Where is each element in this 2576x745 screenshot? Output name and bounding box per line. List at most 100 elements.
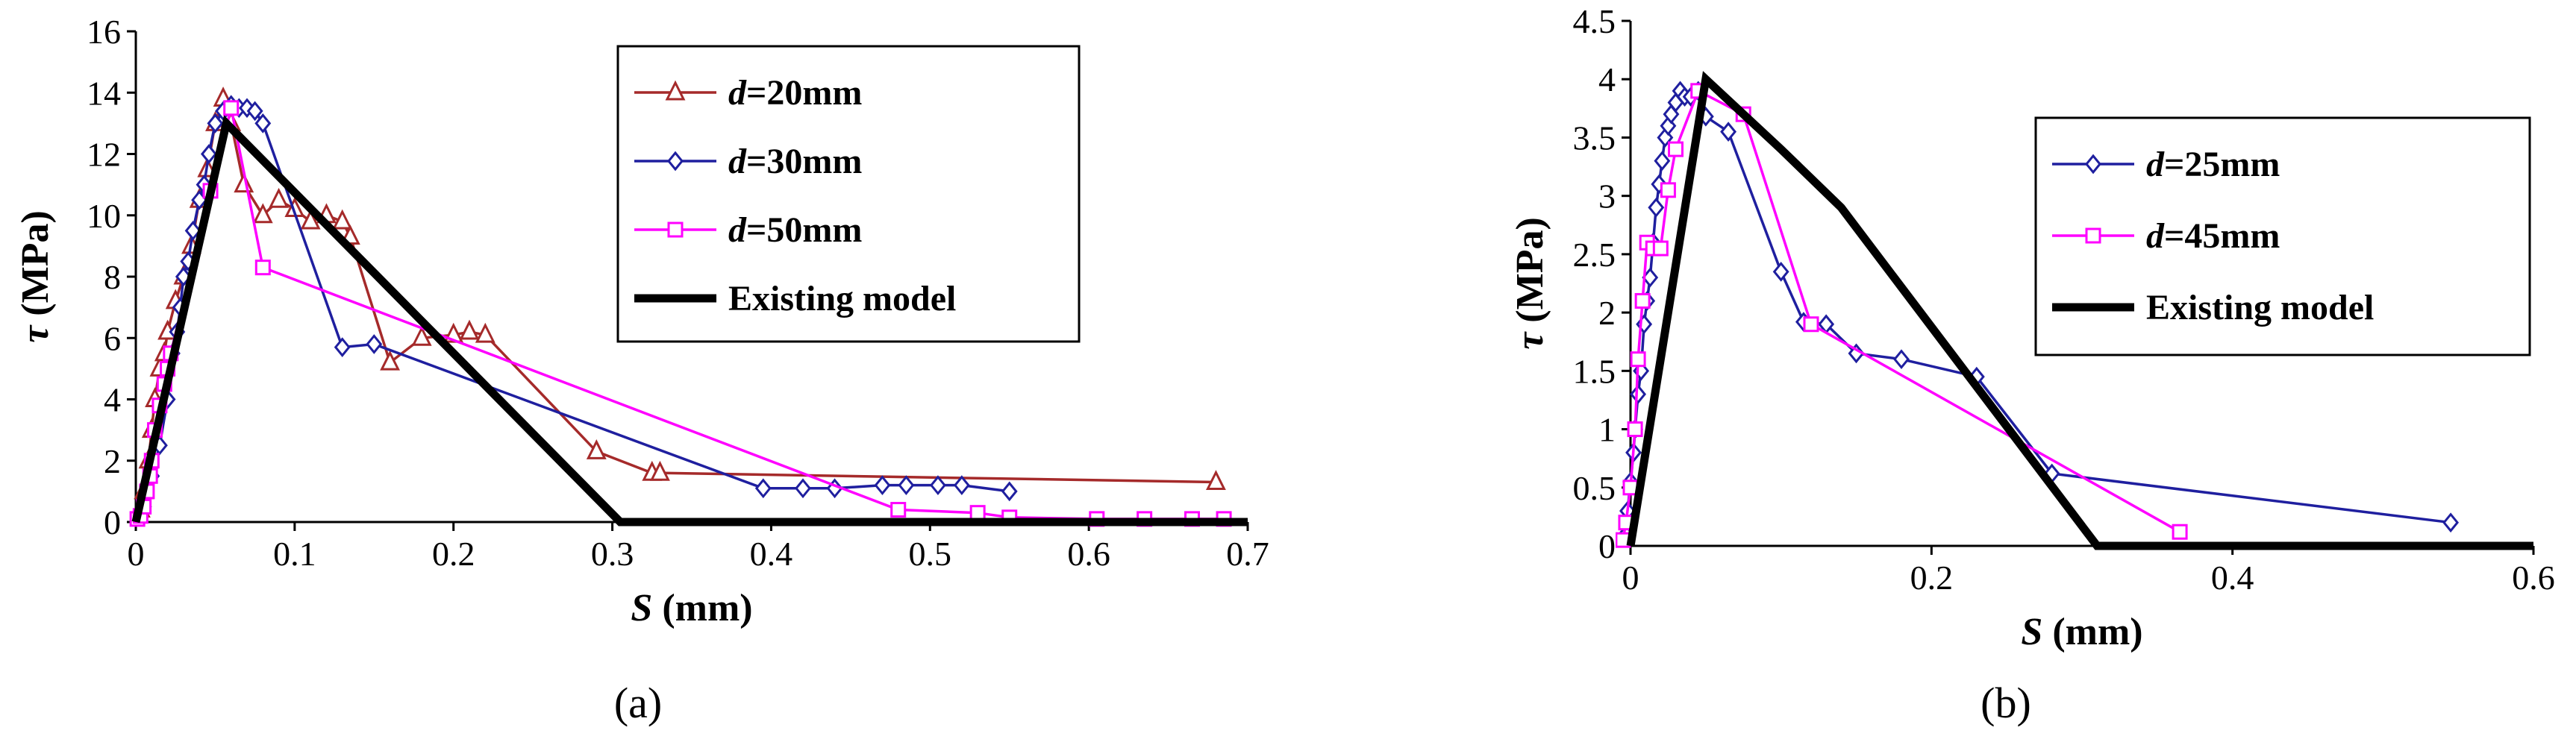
y-tick-label: 6 xyxy=(104,319,121,357)
y-tick-label: 12 xyxy=(87,136,121,174)
y-tick-label: 3.5 xyxy=(1573,119,1616,157)
legend-label-rest: =50mm xyxy=(746,210,862,250)
x-tick-label: 0.6 xyxy=(1067,535,1110,573)
data-point xyxy=(2442,512,2460,533)
y-tick-label: 0 xyxy=(1598,527,1616,565)
data-point xyxy=(246,101,263,122)
y-tick-label: 4 xyxy=(104,381,121,419)
data-point xyxy=(332,209,353,230)
data-point xyxy=(1720,122,1737,142)
y-tick-label: 4.5 xyxy=(1573,2,1616,40)
x-axis-label: S (mm) xyxy=(2021,611,2142,653)
data-point xyxy=(1652,240,1669,257)
data-point xyxy=(252,203,273,224)
x-tick-label: 0.2 xyxy=(432,535,475,573)
data-point xyxy=(223,100,240,116)
legend-label-rest: Existing model xyxy=(2146,288,2374,327)
series-line xyxy=(131,115,1248,526)
data-point xyxy=(586,439,607,459)
y-tick-label: 2 xyxy=(104,442,121,480)
y-tick-label: 16 xyxy=(87,13,121,51)
series-existing-model xyxy=(131,115,1248,526)
legend-label-rest: =30mm xyxy=(746,142,862,181)
panel-caption: (b) xyxy=(1981,679,2031,727)
y-axis-label: τ (MPa) xyxy=(14,210,57,343)
x-tick-label: 0 xyxy=(128,535,145,573)
legend-swatch-marker xyxy=(667,221,684,238)
data-point xyxy=(459,319,480,340)
data-point xyxy=(2172,524,2188,540)
legend-label-var: d xyxy=(728,142,747,181)
y-tick-label: 2 xyxy=(1598,294,1616,332)
data-point xyxy=(200,144,217,164)
data-point xyxy=(1206,470,1226,491)
legend-label-rest: =25mm xyxy=(2164,145,2280,184)
panel-a: 0 2 4 6 8 10 12 14 16 0 0.1 0.2 0.3 0.4 0.5 0.6 0.7 S (mm… xyxy=(14,13,1269,727)
data-point xyxy=(929,475,946,496)
data-point xyxy=(334,337,351,357)
data-point xyxy=(475,322,495,343)
legend-label-rest: =45mm xyxy=(2164,216,2280,256)
legend-item: d=20mm xyxy=(634,73,862,113)
plot-area xyxy=(1616,71,2533,550)
legend-label-rest: =20mm xyxy=(746,73,862,113)
data-point xyxy=(953,475,970,496)
legend-swatch-marker xyxy=(2085,154,2101,175)
legend-label: Existing model xyxy=(2146,288,2374,327)
data-point xyxy=(650,460,670,481)
data-point xyxy=(254,260,271,276)
legend-label-var: d xyxy=(2146,145,2165,184)
legend-item: d=45mm xyxy=(2052,216,2280,256)
data-point xyxy=(1772,261,1789,282)
y-tick-label: 4 xyxy=(1598,60,1616,98)
legend-label: d=30mm xyxy=(728,142,862,181)
data-point xyxy=(1648,197,1665,218)
data-point xyxy=(1848,343,1865,364)
data-point xyxy=(1630,351,1646,368)
data-point xyxy=(754,478,772,499)
legend-swatch-marker xyxy=(2085,227,2101,244)
data-point xyxy=(1893,349,1910,370)
panel-b: 0 0.5 1 1.5 2 2.5 3 3.5 4 4.5 0 0.2 0.4 0.6 S (mm) τ (M… xyxy=(1509,2,2555,727)
data-point xyxy=(366,334,383,354)
y-tick-label: 10 xyxy=(87,197,121,235)
data-point xyxy=(969,505,986,521)
x-tick-label: 0.4 xyxy=(750,535,793,573)
data-point xyxy=(380,350,400,371)
data-point xyxy=(1654,151,1671,172)
legend-item: Existing model xyxy=(634,279,956,318)
data-point xyxy=(1634,292,1651,309)
y-tick-label: 0 xyxy=(104,503,121,541)
x-axis-label-unit: (mm) xyxy=(652,587,752,629)
y-axis-label-unit: (MPa) xyxy=(14,210,57,325)
data-point xyxy=(1660,182,1676,198)
legend-label-rest: Existing model xyxy=(728,279,956,318)
legend-label-var: d xyxy=(728,73,747,113)
data-point xyxy=(1803,316,1819,333)
series-existing-model xyxy=(1626,71,2533,550)
data-point xyxy=(1627,421,1643,438)
y-tick-label: 8 xyxy=(104,258,121,296)
x-tick-label: 0 xyxy=(1622,559,1639,597)
x-tick-label: 0.5 xyxy=(909,535,952,573)
plot-area xyxy=(129,87,1248,527)
data-point xyxy=(411,325,432,346)
data-point xyxy=(184,220,201,241)
y-tick-label: 1 xyxy=(1598,411,1616,449)
data-point xyxy=(795,478,811,499)
y-axis-label-var: τ xyxy=(14,324,57,343)
x-axis-label-unit: (mm) xyxy=(2042,611,2142,653)
x-tick-label: 0.7 xyxy=(1226,535,1269,573)
data-point xyxy=(874,475,891,496)
legend-label: d=50mm xyxy=(728,210,862,250)
legend-item: Existing model xyxy=(2052,288,2374,327)
legend-label-var: d xyxy=(2146,216,2165,256)
legend-label: d=20mm xyxy=(728,73,862,113)
data-point xyxy=(1668,141,1684,157)
legend-item: d=25mm xyxy=(2052,145,2280,184)
legend-swatch-marker xyxy=(667,151,684,172)
